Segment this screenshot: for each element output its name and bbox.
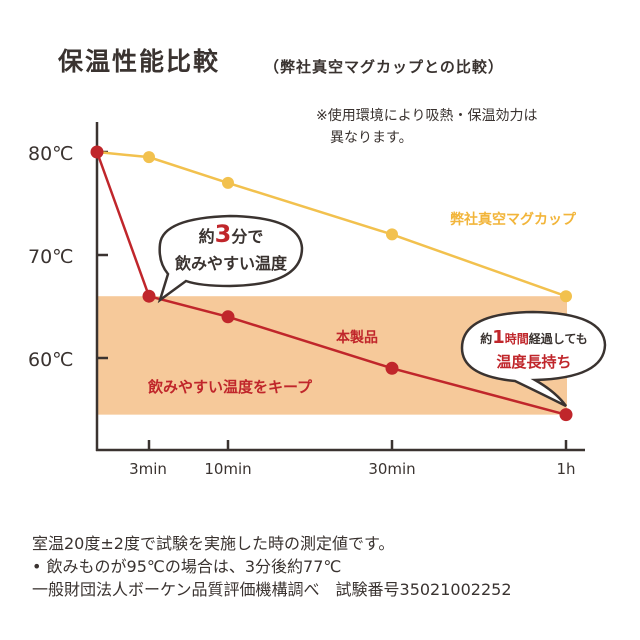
usage-note: ※使用環境により吸熱・保温効力は 異なります。 [316, 105, 636, 149]
callout-3min-pre: 約 [199, 227, 215, 246]
data-point-competitor-2 [222, 176, 234, 189]
data-point-competitor-3 [386, 228, 398, 241]
data-point-product-1 [142, 289, 156, 303]
chart-title: 保温性能比較 [58, 47, 221, 76]
note-line-1: ※使用環境により吸熱・保温効力は [316, 108, 538, 124]
x-tick-label-1h: 1h [556, 460, 575, 478]
data-point-product-4 [559, 408, 573, 422]
chart-subtitle: （弊社真空マグカップとの比較） [264, 58, 504, 76]
footer-line-2: • 飲みものが95℃の場合は、3分後約77℃ [32, 557, 342, 576]
callout-1h-mid: 時間 [505, 331, 529, 346]
footer-notes: 室温20度±2度で試験を実施した時の測定値です。 • 飲みものが95℃の場合は、… [32, 532, 512, 601]
x-tick-label-30min: 30min [368, 460, 415, 478]
svg-text:約1時間経過しても: 約1時間経過しても [480, 327, 588, 348]
series-label-product: 本製品 [336, 329, 378, 346]
footer-line-3: 一般財団法人ボーケン品質評価機構調べ 試験番号35021002252 [32, 580, 512, 599]
data-point-product-0 [90, 145, 104, 159]
callout-1h: 約1時間経過しても 温度長持ち [460, 310, 607, 408]
y-tick-label-80: 80℃ [28, 143, 74, 165]
series-label-competitor: 弊社真空マグカップ [450, 211, 577, 228]
footer-line-1: 室温20度±2度で試験を実施した時の測定値です。 [32, 534, 395, 553]
svg-text:約3分で: 約3分で [199, 220, 264, 248]
callout-1h-pre: 約 [480, 331, 492, 346]
data-point-competitor-4 [560, 290, 572, 303]
callout-1h-post: 経過しても [529, 331, 588, 346]
callout-3min: 約3分で 飲みやすい温度 [157, 214, 304, 304]
comfort-zone-label: 飲みやすい温度をキープ [147, 378, 313, 396]
x-tick-label-3min: 3min [129, 460, 167, 478]
callout-3min-line2: 飲みやすい温度 [174, 254, 288, 273]
callout-1h-line2: 温度長持ち [496, 353, 571, 371]
x-tick-label-10min: 10min [204, 460, 251, 478]
callout-3min-number: 3 [215, 220, 232, 248]
data-point-product-2 [221, 310, 235, 324]
data-point-product-3 [385, 361, 399, 375]
callout-1h-number: 1 [492, 327, 505, 348]
y-tick-label-70: 70℃ [28, 246, 74, 268]
note-line-2: 異なります。 [330, 130, 413, 146]
y-tick-label-60: 60℃ [28, 349, 74, 371]
callout-3min-post: 分で [231, 227, 263, 246]
data-point-competitor-1 [143, 151, 155, 164]
